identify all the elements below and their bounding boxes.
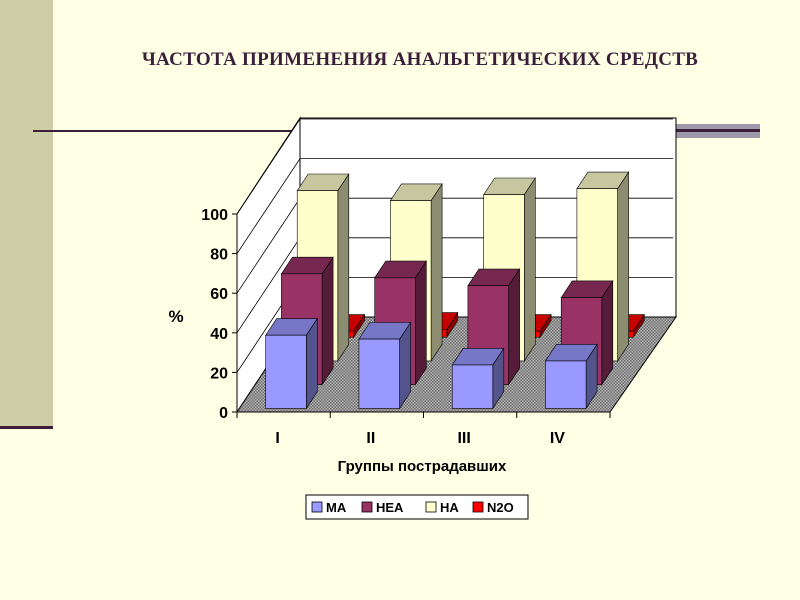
x-tick-label: IV <box>550 430 565 447</box>
bar-front <box>451 364 494 409</box>
slide-title: ЧАСТОТА ПРИМЕНЕНИЯ АНАЛЬГЕТИЧЕСКИХ СРЕДС… <box>141 49 699 70</box>
legend-label-МА: МА <box>326 500 347 515</box>
bar-side <box>430 182 443 362</box>
legend-swatch-НЕА <box>361 501 373 513</box>
bar-МА-IV <box>544 343 598 410</box>
bar-front <box>545 360 587 409</box>
gridline <box>236 118 673 215</box>
x-axis-label: Группы пострадавших <box>338 458 507 475</box>
gridline <box>236 158 673 254</box>
bar-МА-I <box>265 317 318 410</box>
decor-title-rule-right <box>676 129 760 132</box>
legend-box <box>305 494 529 520</box>
bar-front <box>265 334 307 409</box>
y-tick-label: 100 <box>201 207 228 224</box>
y-tick-label: 20 <box>210 365 228 382</box>
legend-label-N2O: N2O <box>487 500 514 515</box>
y-tick-label: 40 <box>210 326 228 343</box>
decor-title-rule-left <box>33 130 301 132</box>
x-tick-label: I <box>275 430 279 447</box>
bar-side <box>601 279 614 386</box>
legend-label-НА: НА <box>440 500 459 515</box>
bar-МА-III <box>451 347 505 410</box>
x-tick-label: II <box>366 430 375 447</box>
bar-side <box>321 256 334 386</box>
chart-legend: МА НЕА НА N2O <box>305 494 529 520</box>
bar-side <box>337 172 350 362</box>
y-axis-label: % <box>168 307 183 326</box>
x-tick-label: III <box>457 430 470 447</box>
bar-side <box>523 177 536 362</box>
bar-МА-II <box>358 321 412 410</box>
y-tick-label: 80 <box>210 247 228 264</box>
bar-side <box>414 260 427 386</box>
bar-front <box>358 338 400 409</box>
bar-side <box>617 171 629 362</box>
bar-side <box>508 268 520 386</box>
legend-swatch-НА <box>425 501 437 513</box>
legend-swatch-N2O <box>472 501 484 513</box>
y-tick-label: 0 <box>219 405 228 422</box>
decor-left-rule <box>0 426 53 429</box>
legend-label-НЕА: НЕА <box>376 500 404 515</box>
decor-left-band <box>0 0 53 428</box>
legend-swatch-МА <box>311 501 323 513</box>
y-tick-label: 60 <box>210 286 228 303</box>
